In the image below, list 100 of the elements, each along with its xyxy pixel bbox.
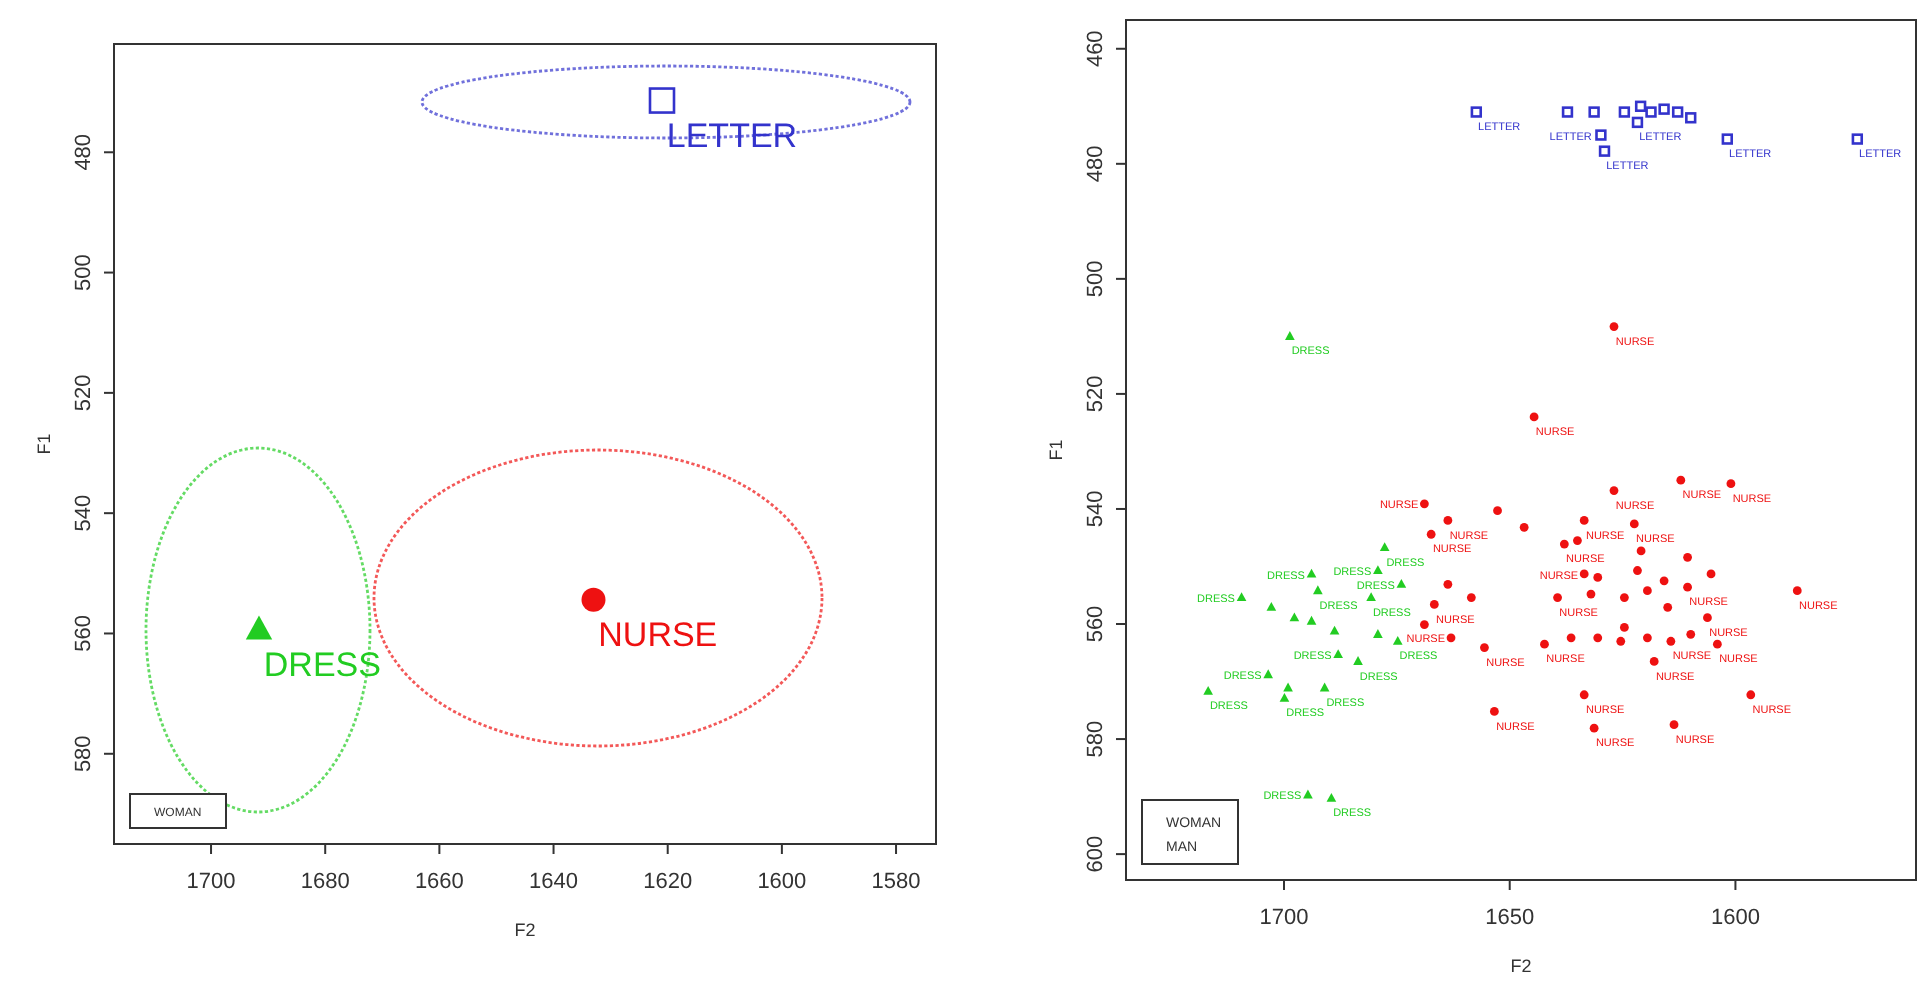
y-tick-label: 560 (72, 615, 96, 652)
point (245, 615, 273, 640)
point (1706, 569, 1716, 579)
point (1643, 586, 1652, 596)
point (1683, 582, 1692, 592)
point (1266, 602, 1277, 611)
point (1553, 593, 1562, 602)
point (1685, 112, 1697, 124)
point (1470, 106, 1483, 118)
point (1419, 620, 1429, 629)
point (1851, 133, 1864, 145)
point (1446, 633, 1456, 643)
y-tick-label: 580 (1084, 720, 1108, 758)
point (1619, 593, 1629, 602)
x-tick-label: 1620 (643, 870, 693, 894)
point (1658, 103, 1670, 115)
y-tick-label: 500 (72, 254, 96, 291)
series-label: NURSE (598, 616, 718, 655)
point (1579, 569, 1589, 579)
y-tick-label: 560 (1084, 605, 1108, 643)
point (1236, 592, 1247, 602)
point (1619, 623, 1629, 632)
point (1616, 636, 1626, 646)
point (1649, 657, 1659, 666)
point (1419, 499, 1429, 509)
point (1306, 568, 1317, 578)
point (1396, 579, 1407, 588)
point (1629, 519, 1639, 529)
point (1669, 720, 1679, 730)
y-tick-label: 580 (72, 735, 96, 773)
y-tick-label: 520 (1084, 375, 1108, 413)
x-tick-label: 1700 (186, 870, 236, 894)
y-tick-label: 520 (72, 374, 96, 412)
x-tick-label: 1700 (1259, 906, 1309, 930)
point (1519, 522, 1529, 532)
point (1589, 723, 1599, 733)
y-tick-label: 480 (72, 133, 96, 171)
point (1561, 106, 1574, 118)
point (1303, 789, 1313, 799)
point (1659, 576, 1669, 586)
point (1593, 633, 1603, 643)
point (1595, 129, 1607, 141)
point (1289, 612, 1300, 622)
x-tick-label: 1660 (414, 870, 464, 894)
point (1643, 633, 1652, 643)
point (1285, 331, 1295, 340)
point (1313, 585, 1323, 595)
x-tick-label: 1600 (757, 870, 807, 894)
point (1529, 412, 1539, 422)
point (1466, 593, 1476, 602)
point (1588, 106, 1600, 118)
point (1353, 656, 1363, 665)
point (1598, 145, 1611, 157)
point (1686, 629, 1696, 639)
point (1671, 106, 1684, 118)
x-tick-label: 1680 (300, 870, 350, 894)
point (1676, 475, 1686, 485)
point (1609, 322, 1619, 332)
y-tick-label: 540 (1084, 490, 1108, 528)
point (1443, 516, 1453, 525)
point (1579, 516, 1589, 525)
point (1333, 649, 1344, 659)
point (1636, 546, 1646, 556)
y-tick-label: 480 (1084, 145, 1108, 183)
point (648, 87, 676, 114)
series-label: LETTER (666, 116, 798, 155)
point (1263, 669, 1274, 679)
point (1633, 566, 1642, 575)
series-label: DRESS (263, 646, 381, 685)
x-tick-label: 1580 (871, 870, 921, 894)
point (1373, 565, 1383, 575)
y-tick-label: 540 (72, 494, 96, 532)
point (1373, 629, 1383, 638)
point (1306, 615, 1317, 625)
point (1559, 539, 1569, 549)
point (1579, 690, 1589, 700)
x-tick-label: 1640 (529, 870, 579, 894)
point (1712, 639, 1722, 649)
point (581, 587, 606, 612)
point (1379, 542, 1390, 552)
point (1366, 592, 1376, 602)
point (1283, 682, 1293, 692)
point (1443, 579, 1453, 589)
point (1392, 635, 1403, 645)
point (1429, 600, 1439, 609)
point (1663, 602, 1673, 612)
y-axis-title: F1 (34, 433, 54, 455)
point (1573, 536, 1582, 545)
x-tick-label: 1600 (1710, 906, 1760, 930)
point (1721, 133, 1733, 145)
point (1203, 686, 1213, 695)
point (1634, 100, 1647, 112)
y-tick-label: 460 (1084, 30, 1108, 68)
point (1703, 613, 1712, 623)
point (1746, 690, 1756, 700)
point (1319, 682, 1330, 692)
point (1683, 552, 1692, 562)
y-tick-label: 500 (1084, 260, 1108, 298)
point (1645, 106, 1657, 118)
point (1609, 486, 1619, 495)
